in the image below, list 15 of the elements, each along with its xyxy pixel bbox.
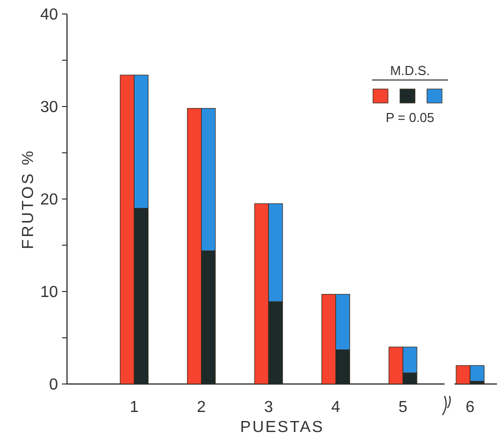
x-axis-title: PUESTAS [240,419,324,436]
x-tick-label: 1 [130,399,139,416]
y-tick-label: 0 [49,376,58,394]
x-tick-label: 4 [331,399,340,416]
x-tick-label: 6 [466,399,475,416]
x-tick-label: 2 [196,399,206,416]
y-tick-label: 30 [40,99,58,116]
x-tick-label: 5 [398,399,408,416]
annotation: P = 0.05 [386,110,434,125]
y-tick-label: 10 [40,284,58,302]
y-tick-label: 20 [40,192,58,209]
legend-title: M.D.S. [390,63,430,78]
y-tick-label: 40 [40,6,58,24]
y-axis-title: FRUTOS % [20,148,37,250]
x-tick-label: 3 [264,399,274,416]
